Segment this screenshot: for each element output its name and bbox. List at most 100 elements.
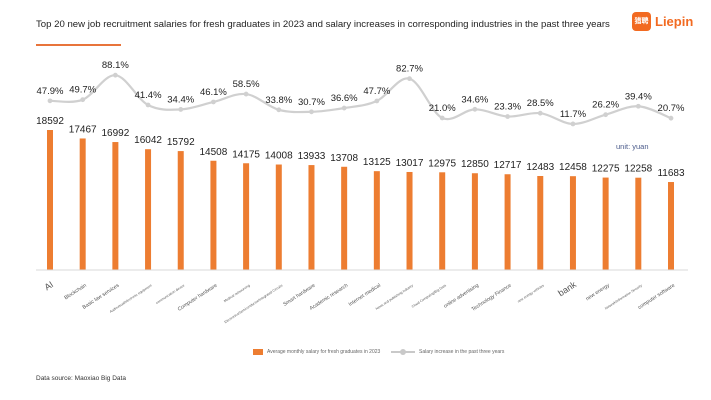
salary-bar — [79, 138, 86, 270]
increase-value-label: 28.5% — [527, 98, 554, 109]
salary-bar-layer: 18592 17467 16992 16042 15792 14508 14175 14008… — [36, 116, 685, 270]
salary-value-label: 14008 — [265, 151, 293, 162]
salary-bar — [504, 174, 511, 270]
increase-point — [537, 110, 543, 116]
legend-increase-label: Salary increase in the past three years — [419, 349, 505, 355]
salary-value-label: 12258 — [624, 164, 652, 175]
salary-bar — [635, 177, 642, 270]
salary-value-label: 12975 — [428, 158, 456, 169]
x-tick-label: Electronics/Semiconductor/Integrated Cir… — [224, 283, 284, 324]
increase-value-label: 47.7% — [363, 86, 390, 97]
x-tick-label: AI — [43, 279, 56, 292]
salary-value-label: 11683 — [657, 168, 685, 179]
salary-bar — [471, 173, 478, 270]
salary-bar — [439, 172, 446, 270]
increase-value-label: 39.4% — [625, 91, 652, 102]
increase-point — [668, 115, 674, 121]
x-tick-label: computer software — [637, 283, 676, 311]
salary-value-label: 17467 — [69, 124, 97, 135]
salary-value-label: 12458 — [559, 162, 587, 173]
increase-value-label: 34.4% — [167, 94, 194, 105]
salary-value-label: 16992 — [101, 128, 129, 139]
salary-value-label: 16042 — [134, 135, 162, 146]
increase-point — [472, 106, 478, 112]
salary-value-label: 14508 — [200, 147, 228, 158]
increase-point — [211, 99, 216, 105]
salary-value-label: 13017 — [396, 158, 424, 169]
salary-bar — [243, 163, 250, 270]
liepin-logo-icon: 猎聘 — [632, 11, 651, 31]
salary-value-label: 12717 — [494, 160, 522, 171]
salary-value-label: 12483 — [526, 162, 554, 173]
increase-point — [112, 72, 118, 78]
increase-line — [49, 74, 672, 126]
salary-value-label: 13933 — [298, 151, 326, 162]
salary-bar — [406, 171, 413, 270]
increase-value-label: 23.3% — [494, 102, 521, 113]
title-underline — [36, 44, 121, 46]
salary-bar — [112, 142, 119, 270]
increase-value-label: 26.2% — [592, 100, 619, 111]
legend-salary-label: Average monthly salary for fresh graduat… — [267, 349, 381, 355]
increase-point — [276, 107, 282, 113]
increase-point — [505, 114, 510, 119]
increase-point — [374, 98, 380, 104]
increase-value-label: 46.1% — [200, 87, 227, 98]
increase-value-label: 30.7% — [298, 97, 325, 108]
increase-point — [570, 121, 576, 127]
increase-value-label: 20.7% — [658, 103, 685, 114]
chart-title: Top 20 new job recruitment salaries for … — [36, 19, 610, 30]
salary-bar — [47, 130, 53, 270]
x-tick-label: new energy — [585, 282, 611, 302]
salary-value-label: 18592 — [36, 116, 64, 127]
liepin-logo-text: Liepin — [655, 13, 694, 29]
legend-line-swatch — [391, 349, 415, 355]
salary-bar — [145, 149, 152, 270]
salary-bar — [210, 160, 217, 270]
x-tick-label: bank — [556, 279, 578, 298]
increase-value-label: 49.7% — [69, 85, 96, 96]
increase-point — [243, 91, 249, 97]
salary-value-label: 12850 — [461, 159, 489, 170]
increase-value-label: 41.4% — [135, 90, 162, 101]
increase-value-label: 58.5% — [233, 79, 260, 90]
data-source: Data source: Maoxiao Big Data — [36, 375, 126, 382]
liepin-logo: 猎聘 Liepin — [632, 10, 693, 32]
increase-point — [80, 97, 86, 103]
increase-value-label: 36.6% — [331, 93, 358, 104]
legend-salary: Average monthly salary for fresh graduat… — [253, 349, 380, 355]
increase-value-label: 47.9% — [37, 86, 64, 97]
salary-value-label: 13125 — [363, 157, 391, 168]
salary-bar — [373, 171, 380, 270]
salary-bar — [537, 176, 544, 270]
increase-point — [407, 76, 412, 82]
salary-bar — [569, 176, 576, 270]
increase-point — [178, 107, 184, 112]
x-tick-label: Cloud Computing/Big Data — [411, 283, 447, 308]
increase-value-label: 33.8% — [265, 95, 292, 106]
increase-value-label: 21.0% — [429, 103, 456, 114]
increase-point — [47, 98, 53, 104]
salary-value-label: 13708 — [330, 153, 358, 164]
salary-bar — [602, 177, 609, 270]
x-tick-label: communication device — [155, 283, 185, 305]
salary-bar — [341, 166, 348, 270]
increase-value-label: 88.1% — [102, 60, 129, 71]
x-tick-label: Internet medical — [348, 283, 382, 308]
salary-value-label: 15792 — [167, 137, 195, 148]
legend-bar-swatch — [253, 349, 263, 355]
unit-label: unit: yuan — [616, 142, 649, 151]
increase-point — [439, 115, 445, 121]
salary-bar — [275, 164, 282, 270]
increase-point — [635, 103, 641, 109]
increase-point — [145, 102, 151, 108]
x-tick-label: Medical outsourcing — [223, 283, 251, 303]
increase-point — [341, 105, 347, 111]
increase-point — [309, 109, 314, 115]
increase-point — [603, 112, 609, 118]
increase-value-label: 34.6% — [461, 94, 488, 105]
x-tick-label: Blockchain — [63, 283, 87, 302]
increase-value-label: 82.7% — [396, 64, 423, 75]
